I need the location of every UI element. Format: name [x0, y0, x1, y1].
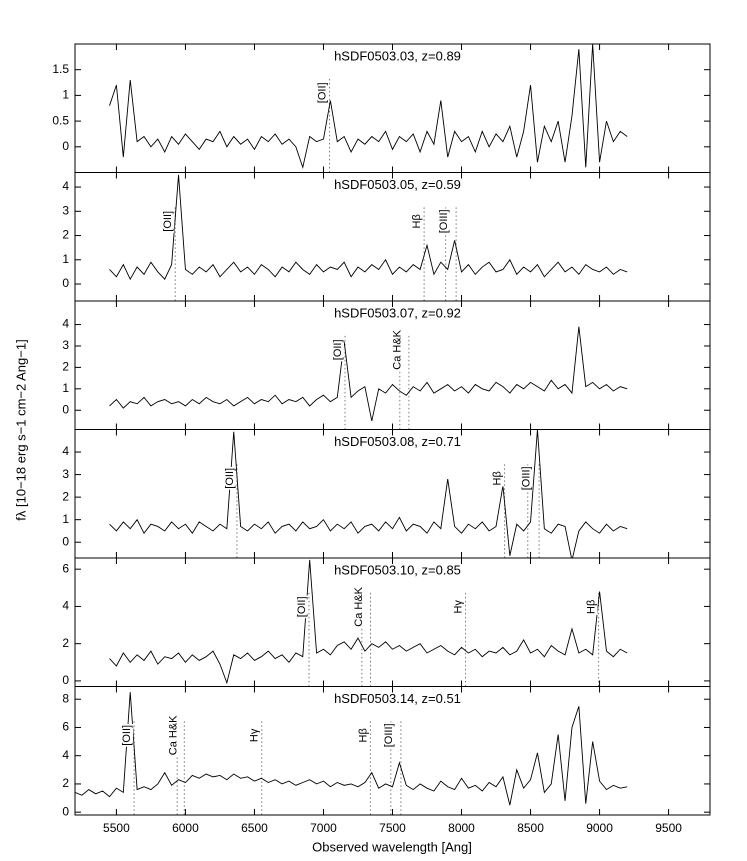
label-backing — [411, 213, 424, 230]
emission-line-label: [OII] — [296, 596, 308, 617]
label-backing — [357, 727, 370, 744]
y-tick-label: 4 — [62, 444, 69, 458]
y-tick-label: 0.5 — [52, 113, 69, 127]
spectrum-line — [109, 174, 628, 281]
label-backing — [167, 714, 180, 757]
emission-line-label: [OII] — [121, 725, 133, 746]
y-tick-label: 6 — [62, 720, 69, 734]
plot-area — [75, 692, 628, 815]
emission-line-label: [OII] — [316, 82, 328, 103]
label-backing — [162, 209, 175, 233]
emission-line-label: Hγ — [452, 600, 464, 614]
y-tick-label: 1 — [62, 381, 69, 395]
emission-line-label: Hγ — [249, 728, 261, 742]
label-backing — [437, 208, 450, 235]
y-tick-label: 0 — [62, 673, 69, 687]
y-tick-label: 4 — [62, 599, 69, 613]
emission-line-label: [OIII] — [438, 209, 450, 233]
label-backing — [121, 723, 134, 747]
y-tick-label: 4 — [62, 748, 69, 762]
y-tick-label: 0 — [62, 402, 69, 416]
plot-area — [109, 44, 628, 173]
x-tick-label: 7000 — [310, 821, 337, 835]
y-tick-label: 2 — [62, 489, 69, 503]
plot-area — [109, 559, 628, 687]
plot-area — [109, 326, 628, 430]
y-tick-label: 1 — [62, 252, 69, 266]
emission-line-label: [OII] — [332, 339, 344, 360]
label-backing — [585, 598, 598, 615]
y-tick-label: 3 — [62, 203, 69, 217]
emission-line-label: [OII] — [224, 468, 236, 489]
plot-area — [109, 429, 628, 558]
emission-line-label: Hβ — [411, 214, 423, 228]
spectrum-line — [109, 429, 628, 558]
emission-line-label: Hβ — [586, 600, 598, 614]
panel-title: hSDF0503.10, z=0.85 — [334, 562, 461, 577]
x-axis-label: Observed wavelength [Ang] — [312, 839, 472, 854]
y-tick-label: 4 — [62, 317, 69, 331]
label-backing — [316, 81, 329, 105]
spectrum-line — [109, 44, 628, 170]
x-tick-label: 9000 — [586, 821, 613, 835]
plot-area — [109, 174, 628, 301]
spectrum-line — [109, 559, 628, 685]
panel-title: hSDF0503.08, z=0.71 — [334, 434, 461, 449]
emission-line-label: [OII] — [162, 211, 174, 232]
label-backing — [452, 598, 465, 615]
y-tick-label: 2 — [62, 360, 69, 374]
y-tick-label: 0 — [62, 276, 69, 290]
emission-line-label: [OIII] — [520, 466, 532, 490]
emission-line-label: [OIII] — [383, 723, 395, 747]
y-tick-label: 3 — [62, 467, 69, 481]
panel-title: hSDF0503.14, z=0.51 — [334, 691, 461, 706]
y-tick-label: 2 — [62, 636, 69, 650]
spectrum-line — [109, 326, 628, 422]
label-backing — [332, 338, 345, 362]
label-backing — [295, 595, 308, 619]
y-tick-label: 1 — [62, 88, 69, 102]
y-tick-label: 6 — [62, 561, 69, 575]
x-tick-label: 8000 — [448, 821, 475, 835]
y-tick-label: 1.5 — [52, 62, 69, 76]
x-tick-label: 7500 — [379, 821, 406, 835]
y-tick-label: 0 — [62, 804, 69, 818]
emission-line-label: Ca H&K — [168, 715, 180, 755]
y-tick-label: 2 — [62, 228, 69, 242]
label-backing — [491, 470, 504, 487]
emission-line-label: Ca H&K — [391, 329, 403, 369]
x-tick-label: 8500 — [517, 821, 544, 835]
x-tick-label: 5500 — [103, 821, 130, 835]
y-tick-label: 4 — [62, 179, 69, 193]
label-backing — [520, 465, 533, 492]
y-tick-label: 0 — [62, 139, 69, 153]
panel-title: hSDF0503.07, z=0.92 — [334, 305, 461, 320]
y-tick-label: 3 — [62, 338, 69, 352]
spectrum-line — [75, 692, 628, 806]
y-tick-label: 1 — [62, 512, 69, 526]
label-backing — [382, 722, 395, 749]
y-tick-label: 2 — [62, 776, 69, 790]
emission-line-label: Hβ — [491, 471, 503, 485]
y-tick-label: 0 — [62, 534, 69, 548]
panel-title: hSDF0503.03, z=0.89 — [334, 48, 461, 63]
label-backing — [223, 466, 236, 490]
label-backing — [353, 585, 366, 629]
panel-title: hSDF0503.05, z=0.59 — [334, 177, 461, 192]
x-tick-label: 6500 — [241, 821, 268, 835]
x-tick-label: 6000 — [172, 821, 199, 835]
label-backing — [391, 328, 404, 372]
y-tick-label: 8 — [62, 691, 69, 705]
emission-line-label: Hβ — [357, 728, 369, 742]
emission-line-label: Ca H&K — [353, 586, 365, 626]
label-backing — [248, 727, 261, 744]
x-tick-label: 9500 — [655, 821, 682, 835]
y-axis-label: fλ [10−18 erg s−1 cm−2 Ang−1] — [13, 339, 28, 520]
